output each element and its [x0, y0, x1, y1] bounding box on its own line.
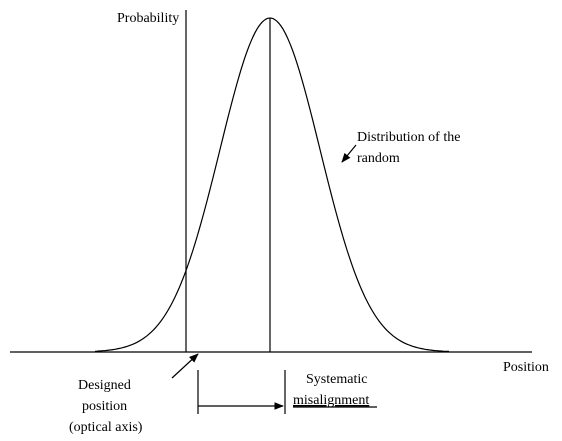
annotation: Distribution of the — [357, 130, 460, 145]
annotation: Systematic — [306, 372, 367, 387]
annotation: Designed — [78, 378, 131, 393]
annotation: (optical axis) — [69, 420, 143, 435]
arrow — [171, 353, 199, 379]
y-axis-label: Probability — [117, 11, 179, 26]
annotation: position — [82, 399, 127, 414]
x-axis-label: Position — [503, 360, 549, 375]
annotation: random — [357, 151, 400, 166]
arrow — [341, 144, 357, 163]
distribution-curve — [94, 17, 449, 352]
annotation: misalignment — [293, 393, 369, 408]
